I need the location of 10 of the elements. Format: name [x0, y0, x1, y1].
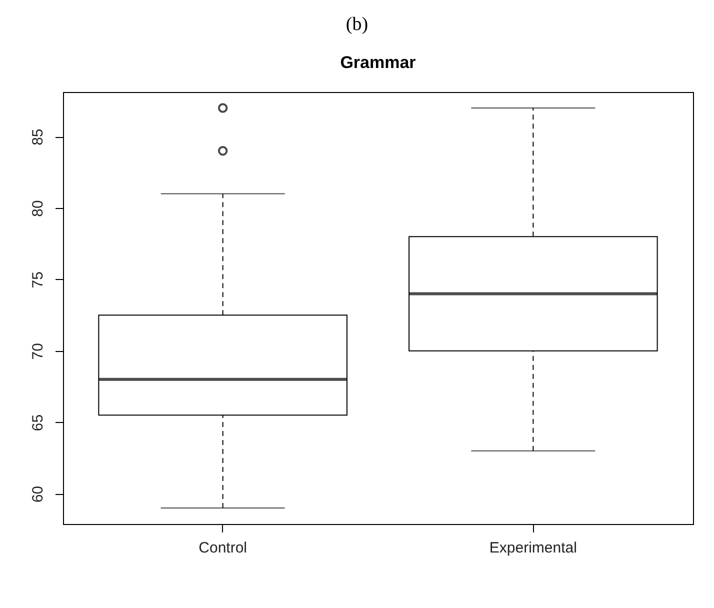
y-tick-label: 70 [30, 343, 46, 360]
x-tick-label: Control [198, 540, 248, 556]
y-tick-label: 75 [30, 272, 46, 288]
y-tick-label: 65 [30, 414, 46, 432]
y-tick-label: 80 [30, 200, 46, 217]
x-tick-label: Experimental [489, 540, 577, 556]
chart-title: Grammar [340, 53, 416, 72]
y-tick-label: 85 [30, 128, 46, 146]
text: (b) [344, 14, 370, 36]
y-tick-label: 60 [30, 486, 46, 503]
